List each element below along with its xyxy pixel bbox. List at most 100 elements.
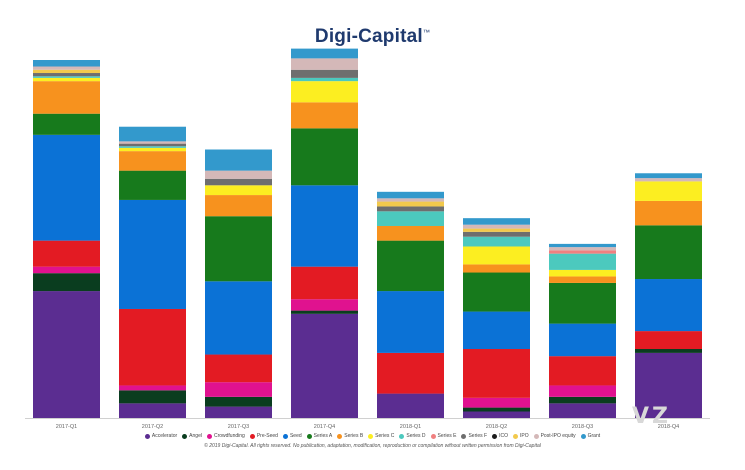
bar-segment-crowdfunding-2018-q3 xyxy=(549,385,616,397)
legend-item: Series F xyxy=(461,433,487,439)
bar-segment-pre-seed-2018-q3 xyxy=(549,356,616,386)
x-tick-label: 2017-Q1 xyxy=(56,424,77,430)
bar-segment-pre-seed-2018-q1 xyxy=(377,352,444,394)
bar-segment-accelerator-2017-q3 xyxy=(205,406,272,418)
stacked-bar-chart: 2017-Q1 2017-Q2 2017-Q3 2017-Q4 2018-Q1 2018-… xyxy=(25,48,710,430)
bar-segment-series-a-2017-q3 xyxy=(205,216,272,282)
bar-segment-pre-seed-2017-q3 xyxy=(205,354,272,383)
bar-segment-series-c-2018-q2 xyxy=(463,246,530,265)
bar-segment-series-b-2018-q3 xyxy=(549,276,616,283)
bar-segment-pre-seed-2018-q4 xyxy=(635,331,702,349)
legend-item: Pre-Seed xyxy=(249,433,278,439)
bar-segment-angel-2018-q4 xyxy=(635,349,702,353)
bar-segment-pre-seed-2017-q2 xyxy=(119,308,186,386)
bar-segment-seed-2017-q1 xyxy=(33,134,100,241)
bar-segment-accelerator-2018-q4 xyxy=(635,352,702,418)
legend-label: Angel xyxy=(189,433,202,439)
legend-label: Series B xyxy=(344,433,364,439)
legend-swatch xyxy=(461,433,467,439)
legend-item: Series D xyxy=(399,433,426,439)
legend-item: Angel xyxy=(182,433,202,439)
bar-segment-accelerator-2017-q4 xyxy=(291,313,358,418)
digi-capital-logo: Digi-Capital™ xyxy=(0,26,745,48)
legend-label: Post-IPO equity xyxy=(540,433,576,439)
bar-segment-series-a-2018-q2 xyxy=(463,272,530,312)
bar-segment-post-ipo-equity-2018-q1 xyxy=(377,198,444,202)
bar-segment-series-f-2018-q1 xyxy=(377,206,444,212)
bar-segment-seed-2017-q3 xyxy=(205,281,272,355)
bar-segment-series-b-2017-q2 xyxy=(119,151,186,171)
legend-item: Series E xyxy=(430,433,457,439)
bar-segment-seed-2018-q3 xyxy=(549,323,616,357)
legend-label: Accelerator xyxy=(151,433,178,439)
bar-segment-post-ipo-equity-2017-q2 xyxy=(119,141,186,144)
bar-segment-series-d-2017-q1 xyxy=(33,76,100,78)
legend-swatch xyxy=(533,433,539,439)
legend-label: Series C xyxy=(375,433,395,439)
legend-item: Post-IPO equity xyxy=(533,433,576,439)
legend-swatch xyxy=(430,433,436,439)
trademark-mark: ™ xyxy=(422,29,431,37)
bar-segment-ipo-2018-q2 xyxy=(463,228,530,232)
legend-swatch xyxy=(306,433,312,439)
bar-segment-grant-2018-q4 xyxy=(635,173,702,179)
bar-segment-series-d-2017-q2 xyxy=(119,146,186,148)
bar-segment-series-d-2018-q1 xyxy=(377,211,444,226)
legend-label: Crowdfunding xyxy=(213,433,245,439)
bar-segment-series-c-2017-q2 xyxy=(119,147,186,152)
bar-segment-series-b-2017-q1 xyxy=(33,81,100,114)
bar-segment-series-d-2018-q3 xyxy=(549,253,616,270)
legend-label: Seed xyxy=(289,433,302,439)
bar-segment-accelerator-2017-q1 xyxy=(33,291,100,418)
bar-segment-angel-2017-q1 xyxy=(33,273,100,292)
legend-item: Seed xyxy=(282,433,302,439)
legend-item: Accelerator xyxy=(144,433,178,439)
bar-segment-crowdfunding-2017-q4 xyxy=(291,299,358,311)
bar-segment-post-ipo-equity-2017-q4 xyxy=(291,58,358,70)
x-tick-label: 2018-Q3 xyxy=(572,424,593,430)
bar-segment-series-f-2018-q2 xyxy=(463,231,530,237)
bar-segment-seed-2018-q1 xyxy=(377,291,444,353)
bar-segment-grant-2018-q2 xyxy=(463,218,530,225)
legend-item: Crowdfunding xyxy=(206,433,245,439)
bar-segment-post-ipo-equity-2018-q2 xyxy=(463,224,530,229)
bar-segment-angel-2018-q3 xyxy=(549,396,616,404)
legend-label: Pre-Seed xyxy=(256,433,278,439)
x-tick-label: 2018-Q2 xyxy=(486,424,507,430)
legend-label: ICO xyxy=(499,433,508,439)
legend-swatch xyxy=(182,433,188,439)
bar-segment-angel-2018-q2 xyxy=(463,407,530,412)
legend-item: Series C xyxy=(368,433,394,439)
bar-segment-ipo-2018-q1 xyxy=(377,201,444,207)
legend-swatch xyxy=(337,433,343,439)
bar-segment-crowdfunding-2017-q1 xyxy=(33,266,100,274)
bar-segment-seed-2017-q2 xyxy=(119,199,186,309)
bar-segment-series-c-2017-q1 xyxy=(33,77,100,82)
bar-segment-series-f-2017-q2 xyxy=(119,143,186,147)
bar-segment-post-ipo-equity-2018-q4 xyxy=(635,178,702,182)
legend-label: Series E xyxy=(437,433,457,439)
bar-segment-series-f-2017-q3 xyxy=(205,178,272,186)
legend-label: Series F xyxy=(468,433,488,439)
legend-item: Grant xyxy=(580,433,601,439)
bar-segment-angel-2017-q2 xyxy=(119,390,186,404)
bar-segment-grant-2017-q1 xyxy=(33,60,100,67)
bar-segment-series-a-2018-q4 xyxy=(635,225,702,280)
legend-swatch xyxy=(249,433,255,439)
bar-segment-post-ipo-equity-2018-q3 xyxy=(549,247,616,251)
legend-item: Series A xyxy=(306,433,332,439)
watermark: VZ xyxy=(632,404,671,429)
legend-item: IPO xyxy=(512,433,529,439)
bar-segment-accelerator-2018-q3 xyxy=(549,403,616,418)
bar-segment-series-a-2018-q1 xyxy=(377,240,444,292)
bar-segment-series-a-2017-q4 xyxy=(291,128,358,186)
bar-segment-series-e-2018-q3 xyxy=(549,250,616,254)
bar-segment-series-c-2018-q4 xyxy=(635,181,702,201)
x-tick-label: 2017-Q2 xyxy=(142,424,163,430)
bar-segment-post-ipo-equity-2017-q1 xyxy=(33,66,100,70)
bar-segment-ipo-2017-q1 xyxy=(33,69,100,74)
bar-segment-post-ipo-equity-2017-q3 xyxy=(205,170,272,179)
bar-segment-series-b-2017-q4 xyxy=(291,102,358,129)
legend-label: Grant xyxy=(587,433,601,439)
bar-segment-series-a-2018-q3 xyxy=(549,282,616,324)
